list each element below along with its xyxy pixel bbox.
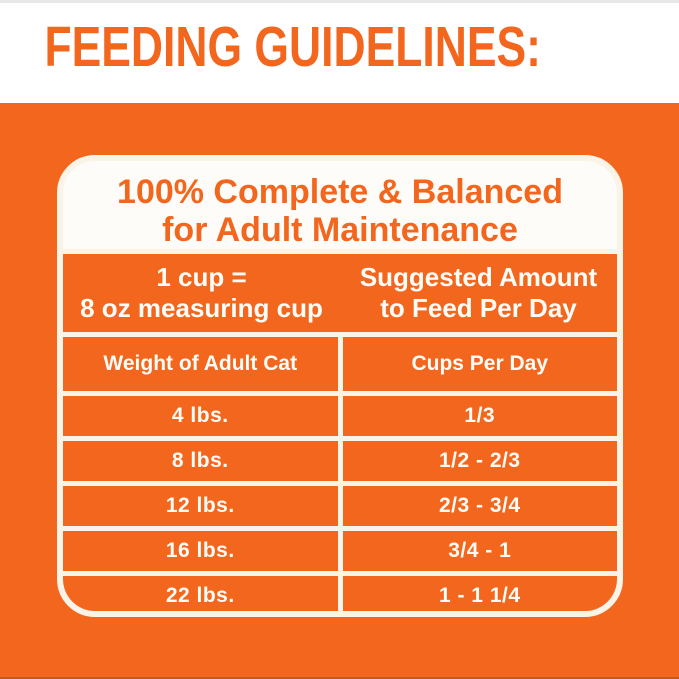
table-row: 8 lbs. 1/2 - 2/3 [63, 441, 617, 481]
measure-header-row: 1 cup = 8 oz measuring cup Suggested Amo… [63, 254, 617, 332]
suggested-amount-note: Suggested Amount to Feed Per Day [340, 254, 617, 332]
cup-measure-note-line-1: 1 cup = [156, 262, 247, 292]
table-row: 16 lbs. 3/4 - 1 [63, 531, 617, 571]
photo-bottom-edge [0, 677, 679, 679]
page-title: FEEDING GUIDELINES: [44, 15, 541, 79]
cups-cell: 1/2 - 2/3 [342, 441, 617, 481]
photo-top-edge [0, 0, 679, 3]
table-row: 4 lbs. 1/3 [63, 396, 617, 436]
cups-cell: 2/3 - 3/4 [342, 486, 617, 526]
panel-heading-line-1: 100% Complete & Balanced [117, 173, 563, 211]
column-header-cups: Cups Per Day [342, 337, 617, 391]
cups-cell: 1 - 1 1/4 [342, 576, 617, 611]
orange-background: 100% Complete & Balanced for Adult Maint… [0, 103, 679, 677]
weight-cell: 8 lbs. [63, 441, 338, 481]
cup-measure-note: 1 cup = 8 oz measuring cup [63, 254, 340, 332]
weight-cell: 22 lbs. [63, 576, 338, 611]
suggested-amount-note-line-2: to Feed Per Day [380, 293, 577, 323]
suggested-amount-note-line-1: Suggested Amount [359, 262, 598, 292]
panel-heading: 100% Complete & Balanced for Adult Maint… [63, 161, 617, 249]
column-header-row: Weight of Adult Cat Cups Per Day [63, 337, 617, 391]
cups-cell: 3/4 - 1 [342, 531, 617, 571]
column-header-weight: Weight of Adult Cat [63, 337, 338, 391]
header-band: FEEDING GUIDELINES: [0, 3, 679, 103]
weight-cell: 16 lbs. [63, 531, 338, 571]
guidelines-panel: 100% Complete & Balanced for Adult Maint… [57, 155, 623, 617]
table-row: 12 lbs. 2/3 - 3/4 [63, 486, 617, 526]
weight-cell: 12 lbs. [63, 486, 338, 526]
weight-cell: 4 lbs. [63, 396, 338, 436]
cup-measure-note-line-2: 8 oz measuring cup [80, 293, 323, 323]
table-row: 22 lbs. 1 - 1 1/4 [63, 576, 617, 611]
cups-cell: 1/3 [342, 396, 617, 436]
panel-heading-line-2: for Adult Maintenance [162, 211, 518, 249]
